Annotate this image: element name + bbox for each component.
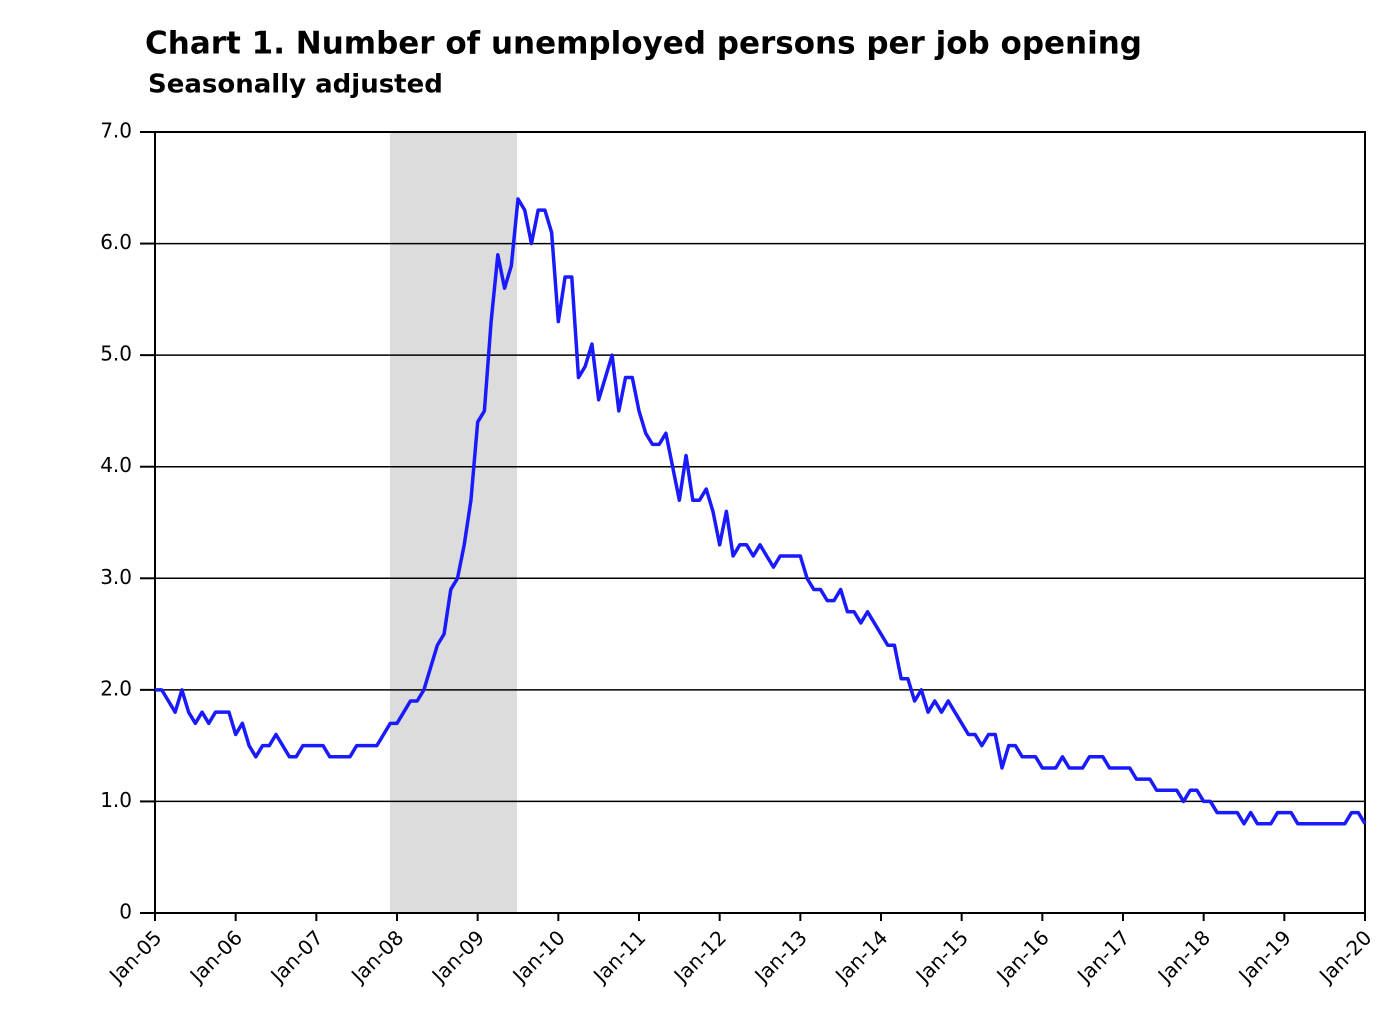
x-tick-label: Jan-20 bbox=[1313, 925, 1376, 988]
chart-subtitle: Seasonally adjusted bbox=[148, 70, 443, 100]
y-tick-label: 2.0 bbox=[100, 676, 132, 700]
plot-frame bbox=[154, 131, 1366, 914]
x-tick-label: Jan-18 bbox=[1152, 925, 1215, 988]
x-tick-label: Jan-13 bbox=[748, 925, 811, 988]
y-tick-label: 0 bbox=[119, 900, 132, 924]
y-tick-label: 1.0 bbox=[100, 788, 132, 812]
x-tick-label: Jan-19 bbox=[1232, 925, 1295, 988]
y-tick-label: 4.0 bbox=[100, 453, 132, 477]
x-tick-label: Jan-06 bbox=[184, 925, 247, 988]
x-tick-label: Jan-16 bbox=[990, 925, 1053, 988]
x-tick-label: Jan-15 bbox=[910, 925, 973, 988]
data-line bbox=[155, 197, 1367, 826]
x-tick-label: Jan-08 bbox=[345, 925, 408, 988]
x-tick-label: Jan-12 bbox=[668, 925, 731, 988]
x-tick-label: Jan-09 bbox=[426, 925, 489, 988]
y-tick-label: 5.0 bbox=[100, 342, 132, 366]
x-tick-label: Jan-05 bbox=[103, 925, 166, 988]
x-tick-label: Jan-14 bbox=[829, 925, 892, 988]
x-tick-label: Jan-10 bbox=[506, 925, 569, 988]
y-tick-label: 3.0 bbox=[100, 565, 132, 589]
chart-title: Chart 1. Number of unemployed persons pe… bbox=[145, 26, 1142, 62]
x-tick-label: Jan-07 bbox=[264, 925, 327, 988]
x-tick-label: Jan-17 bbox=[1071, 925, 1134, 988]
y-tick-label: 7.0 bbox=[100, 119, 132, 143]
y-tick-label: 6.0 bbox=[100, 230, 132, 254]
x-tick-label: Jan-11 bbox=[587, 925, 650, 988]
recession-shading bbox=[390, 132, 517, 913]
